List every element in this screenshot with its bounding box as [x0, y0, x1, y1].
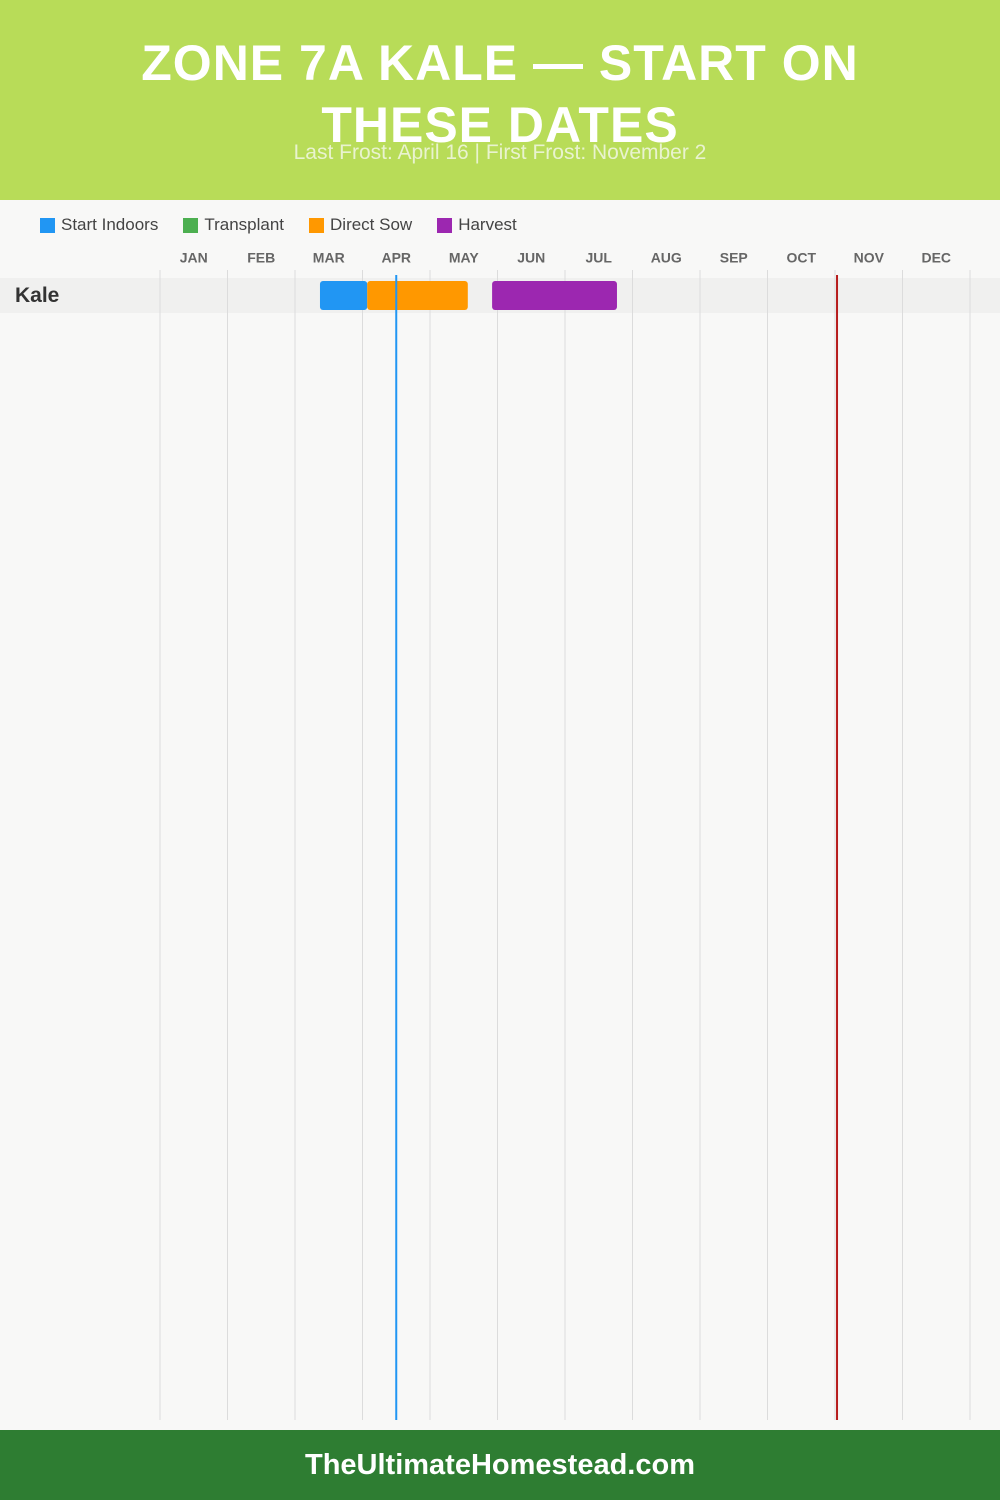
legend-item: Start Indoors: [40, 215, 158, 235]
bar: [492, 281, 617, 310]
legend-swatch: [40, 217, 55, 233]
legend: Start Indoors Transplant Direct Sow Harvest: [40, 215, 517, 235]
chart-title: ZONE 7A KALE — START ON THESE DATES: [141, 35, 859, 153]
legend-item: Transplant: [183, 215, 284, 235]
legend-item: Harvest: [437, 215, 517, 235]
legend-label: Start Indoors: [61, 215, 159, 234]
bar: [319, 281, 368, 310]
x-tick-label: APR: [381, 250, 411, 266]
legend-swatch: [183, 217, 199, 233]
legend-swatch: [437, 217, 453, 233]
legend-label: Harvest: [458, 215, 517, 234]
x-tick-label: DEC: [921, 250, 951, 266]
legend-label: Direct Sow: [330, 215, 413, 234]
footer: TheUltimateHomestead.com: [0, 1430, 1000, 1500]
x-tick-label: MAY: [449, 250, 479, 266]
legend-label: Transplant: [204, 215, 285, 234]
x-tick-label: JUN: [517, 250, 545, 266]
x-tick-label: SEP: [720, 250, 748, 266]
chart: Kale JAN FEB MAR APR MAY JUN JUL AUG SEP OCT NOV DEC: [0, 250, 1000, 1420]
legend-item: Direct Sow: [309, 215, 412, 235]
x-tick-label: FEB: [247, 250, 275, 266]
x-tick-label: OCT: [786, 250, 816, 266]
bar: [367, 281, 468, 310]
legend-swatch: [309, 217, 325, 233]
x-tick-label: JAN: [180, 250, 208, 266]
header: ZONE 7A KALE — START ON THESE DATES Last…: [0, 0, 1000, 200]
x-tick-label: MAR: [313, 250, 345, 266]
chart-subtitle: Last Frost: April 16 | First Frost: Nove…: [293, 141, 707, 164]
x-tick-label: NOV: [854, 250, 885, 266]
row-label: Kale: [15, 284, 59, 307]
x-tick-label: JUL: [586, 250, 613, 266]
x-tick-label: AUG: [651, 250, 682, 266]
